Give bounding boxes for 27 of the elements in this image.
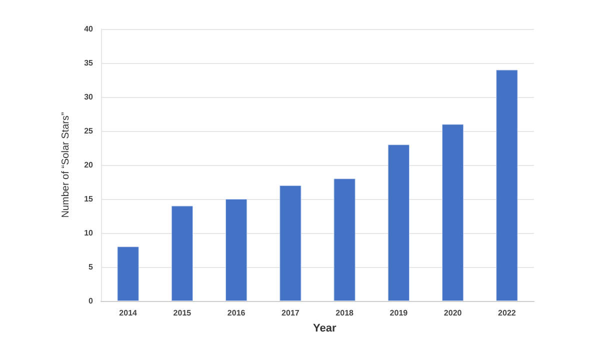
bar bbox=[171, 206, 194, 301]
x-tick-label: 2016 bbox=[227, 308, 246, 318]
bar bbox=[280, 185, 302, 301]
bar bbox=[334, 178, 356, 301]
x-tick-label: 2014 bbox=[119, 308, 138, 318]
x-tick-label: 2020 bbox=[444, 308, 462, 318]
x-axis-title: Year bbox=[313, 322, 337, 334]
y-tick-label: 5 bbox=[88, 262, 94, 272]
x-tick-label: 2019 bbox=[390, 308, 408, 318]
y-tick-label: 20 bbox=[84, 160, 94, 170]
x-tick-label: 2015 bbox=[173, 308, 192, 318]
y-tick-label: 25 bbox=[84, 126, 94, 136]
bar bbox=[496, 70, 518, 301]
y-axis-title: Number of “Solar Stars” bbox=[60, 112, 72, 218]
y-tick-label: 40 bbox=[84, 24, 94, 34]
bar bbox=[388, 144, 410, 301]
bar bbox=[442, 124, 464, 301]
x-tick-label: 2022 bbox=[498, 308, 516, 318]
y-tick-label: 35 bbox=[84, 58, 94, 68]
bar bbox=[225, 199, 248, 301]
x-tick-label: 2018 bbox=[336, 308, 354, 318]
y-tick-label: 15 bbox=[84, 194, 94, 204]
bar bbox=[117, 246, 139, 301]
y-tick-label: 0 bbox=[88, 296, 94, 306]
y-tick-label: 30 bbox=[84, 92, 94, 102]
y-tick-label: 10 bbox=[84, 228, 94, 238]
x-tick-label: 2017 bbox=[282, 308, 300, 318]
